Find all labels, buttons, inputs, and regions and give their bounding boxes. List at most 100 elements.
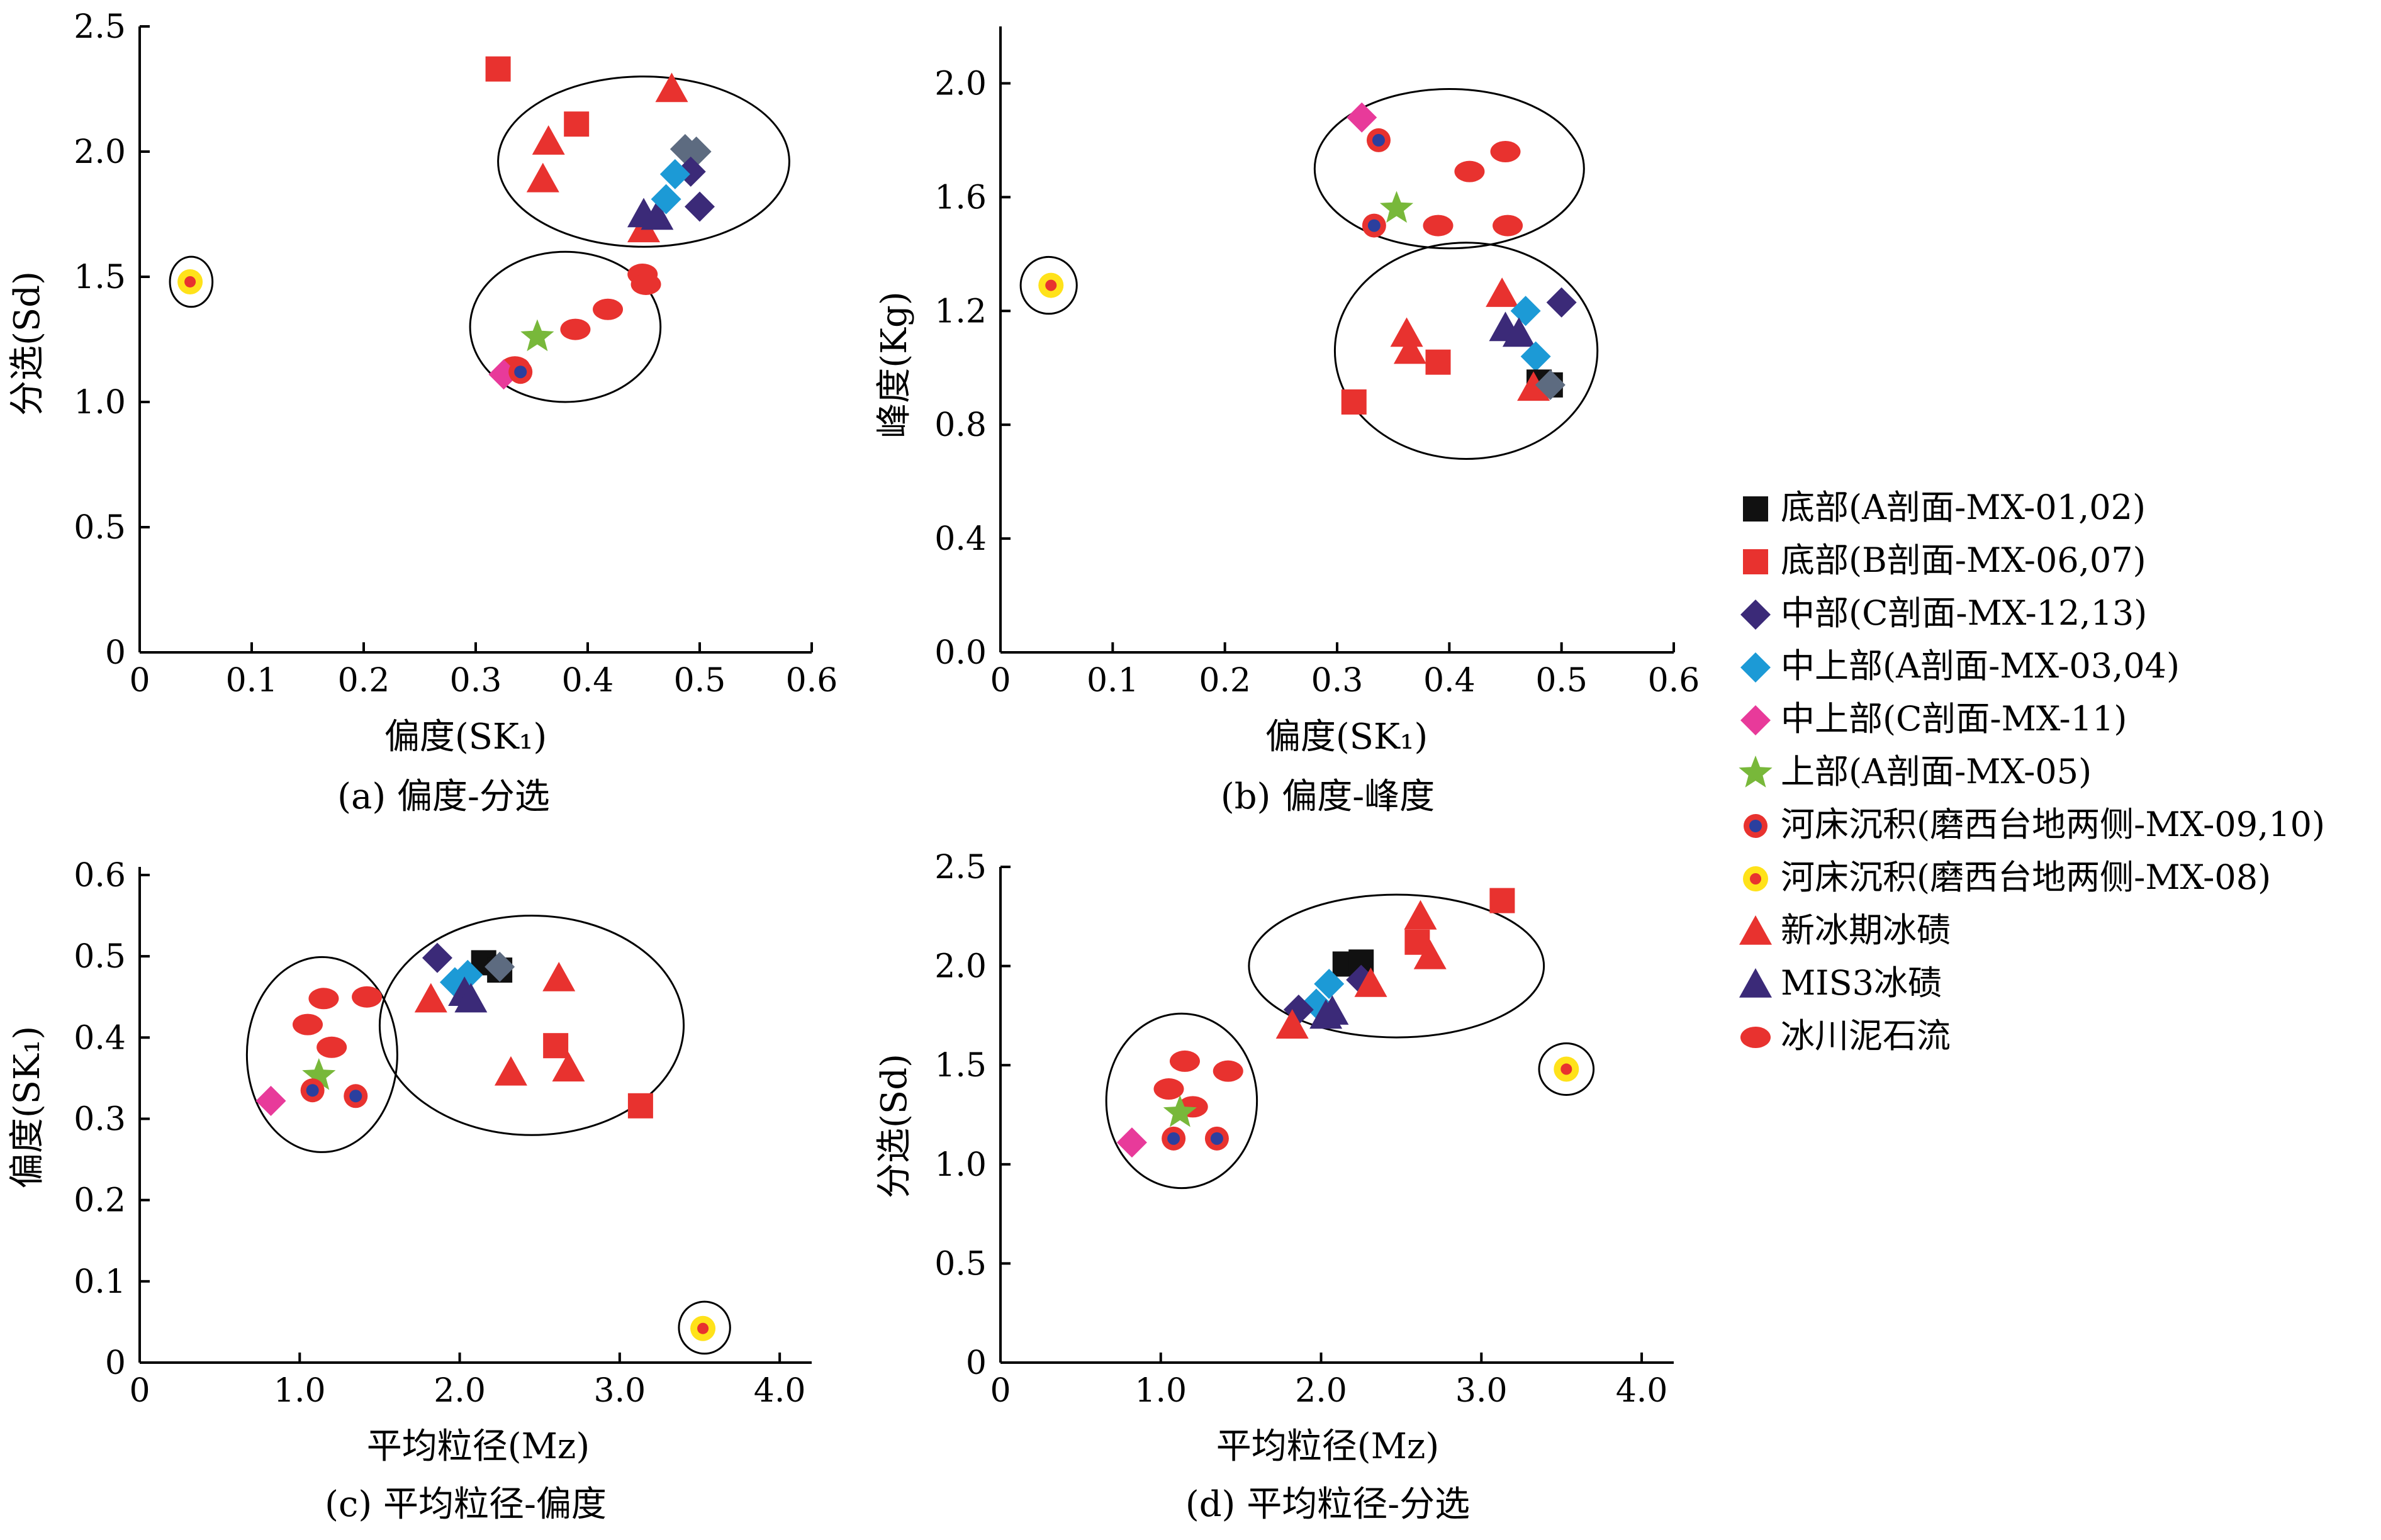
panel-d-point xyxy=(1275,1009,1309,1039)
panel-a-point xyxy=(560,318,591,340)
panel-d-point xyxy=(1316,995,1349,1025)
panel-b-point xyxy=(1341,389,1367,415)
legend-marker xyxy=(1743,866,1768,891)
panel-d-x-axis-label: 平均粒径(Mz) xyxy=(1216,1426,1440,1467)
panel-d-point xyxy=(1489,888,1515,913)
panel-b-point xyxy=(1486,277,1519,307)
panel-a-y-tick-label: 0.5 xyxy=(74,509,126,547)
panel-d-point xyxy=(1413,939,1447,969)
panel-c-x-tick-label: 1.0 xyxy=(274,1372,326,1410)
panel-d-y-tick-label: 0.5 xyxy=(934,1245,987,1283)
panel-a-x-tick-label: 0.2 xyxy=(338,662,390,700)
panel-d-point xyxy=(1162,1126,1186,1151)
panel-a-y-tick-label: 1.5 xyxy=(74,259,126,296)
panel-d-x-tick-label: 0 xyxy=(990,1372,1011,1410)
panel-b-y-tick-label: 0.0 xyxy=(934,634,987,672)
legend-label: 上部(A剖面-MX-05) xyxy=(1781,752,2092,791)
panel-b-x-tick-label: 0.6 xyxy=(1648,662,1700,700)
panel-c-point xyxy=(308,988,339,1010)
legend-label: 中部(C剖面-MX-12,13) xyxy=(1781,593,2147,633)
panel-c-point xyxy=(543,1033,569,1059)
panel-d-point xyxy=(1153,1078,1184,1100)
panel-a-point xyxy=(532,125,565,155)
panel-c-point xyxy=(414,983,447,1013)
panel-a-caption: (a) 偏度-分选 xyxy=(337,776,550,817)
panel-d-point xyxy=(1169,1050,1200,1072)
panel-c-y-tick-label: 0.6 xyxy=(74,857,126,895)
panel-b-caption: (b) 偏度-峰度 xyxy=(1221,776,1435,817)
panel-b-point xyxy=(1347,102,1377,133)
legend-label: 中上部(A剖面-MX-03,04) xyxy=(1781,646,2180,686)
legend-marker xyxy=(1739,756,1773,788)
legend-label: 底部(A剖面-MX-01,02) xyxy=(1781,488,2146,527)
panel-d-x-tick-label: 2.0 xyxy=(1295,1372,1347,1410)
panel-c-point xyxy=(302,1058,336,1090)
panel-a-x-tick-label: 0.3 xyxy=(450,662,502,700)
panel-d-group-ellipse-2 xyxy=(1248,893,1545,1039)
panel-d-point xyxy=(1404,900,1437,930)
panel-b-point xyxy=(1535,369,1566,400)
panel-c-x-tick-label: 3.0 xyxy=(594,1372,646,1410)
panel-b-group-ellipse-3 xyxy=(1019,255,1078,315)
panel-c-y-tick-label: 0.2 xyxy=(74,1182,126,1220)
panel-d-y-axis-label: 分选(Sd) xyxy=(874,1054,915,1198)
panel-a-point xyxy=(655,72,688,103)
panel-a-point xyxy=(520,319,554,352)
panel-c-y-tick-label: 0.4 xyxy=(74,1019,126,1057)
panel-a: (a) 偏度-分选 偏度(SK₁) 分选(Sd) 0 0.1 0.2 0.3 0.4 0.… xyxy=(7,8,838,817)
panel-a-y-tick-label: 2.5 xyxy=(74,8,126,46)
panel-b-x-tick-label: 0.4 xyxy=(1423,662,1476,700)
panel-a-x-tick-label: 0.6 xyxy=(786,662,838,700)
panel-d-x-tick-label: 4.0 xyxy=(1616,1372,1668,1410)
panel-d-y-tick-label: 2.0 xyxy=(934,948,987,986)
legend-marker xyxy=(1740,1027,1771,1048)
panel-d-y-tick-label: 1.5 xyxy=(934,1047,987,1085)
legend-marker xyxy=(1743,549,1768,574)
panel-b-point xyxy=(1379,191,1414,223)
panel-a-group-ellipse-2 xyxy=(469,250,662,403)
panel-d-group-ellipse-1 xyxy=(1105,1012,1258,1190)
panel-a-x-axis-label: 偏度(SK₁) xyxy=(384,717,547,757)
panel-c-y-tick-label: 0.3 xyxy=(74,1100,126,1138)
legend-label: 底部(B剖面-MX-06,07) xyxy=(1781,540,2146,580)
legend-marker xyxy=(1739,968,1772,998)
panel-a-y-axis-label: 分选(Sd) xyxy=(7,271,48,416)
panel-c-point xyxy=(293,1013,323,1035)
panel-d-y-tick-label: 2.5 xyxy=(934,849,987,886)
panel-a-group-ellipse-1 xyxy=(497,75,790,248)
panel-b-group-ellipse-2 xyxy=(1333,242,1599,460)
panel-b-point xyxy=(1393,334,1426,364)
legend-marker xyxy=(1740,705,1771,735)
legend: 底部(A剖面-MX-01,02) 底部(B剖面-MX-06,07) 中部(C剖面-M… xyxy=(1739,488,2325,1056)
legend-marker xyxy=(1740,652,1771,683)
panel-c-point xyxy=(255,1086,286,1117)
panel-a-point xyxy=(526,162,559,192)
panel-b: (b) 偏度-峰度 偏度(SK₁) 峰度(Kg) 0 0.1 0.2 0.3 0.4 0.… xyxy=(874,26,1700,817)
panel-a-point xyxy=(651,184,681,215)
panel-b-x-tick-label: 0.3 xyxy=(1311,662,1364,700)
panel-c-y-tick-label: 0 xyxy=(105,1344,126,1382)
panel-a-y-tick-label: 2.0 xyxy=(74,133,126,171)
panel-a-point xyxy=(641,200,674,230)
panel-d-x-tick-label: 1.0 xyxy=(1134,1372,1187,1410)
panel-a-x-tick-label: 0.5 xyxy=(674,662,726,700)
panel-c-point xyxy=(485,951,515,982)
panel-b-y-tick-label: 0.8 xyxy=(934,406,987,444)
panel-d-x-tick-label: 3.0 xyxy=(1455,1372,1508,1410)
panel-b-point xyxy=(1493,215,1523,237)
panel-b-point xyxy=(1425,349,1451,375)
panel-b-point xyxy=(1546,287,1577,318)
panel-b-point xyxy=(1502,317,1535,347)
panel-b-point xyxy=(1517,371,1550,401)
panel-c-point xyxy=(300,1078,325,1103)
panel-a-x-tick-label: 0 xyxy=(129,662,150,700)
panel-a-point xyxy=(508,360,533,384)
panel-c-y-tick-label: 0.5 xyxy=(74,938,126,976)
panel-c-caption: (c) 平均粒径-偏度 xyxy=(325,1484,607,1525)
panel-b-point xyxy=(1390,317,1423,347)
panel-d-point xyxy=(1314,968,1345,999)
panel-c-x-tick-label: 2.0 xyxy=(434,1372,486,1410)
panel-b-x-axis-label: 偏度(SK₁) xyxy=(1265,717,1428,757)
panel-b-group-ellipse-1 xyxy=(1313,88,1585,250)
